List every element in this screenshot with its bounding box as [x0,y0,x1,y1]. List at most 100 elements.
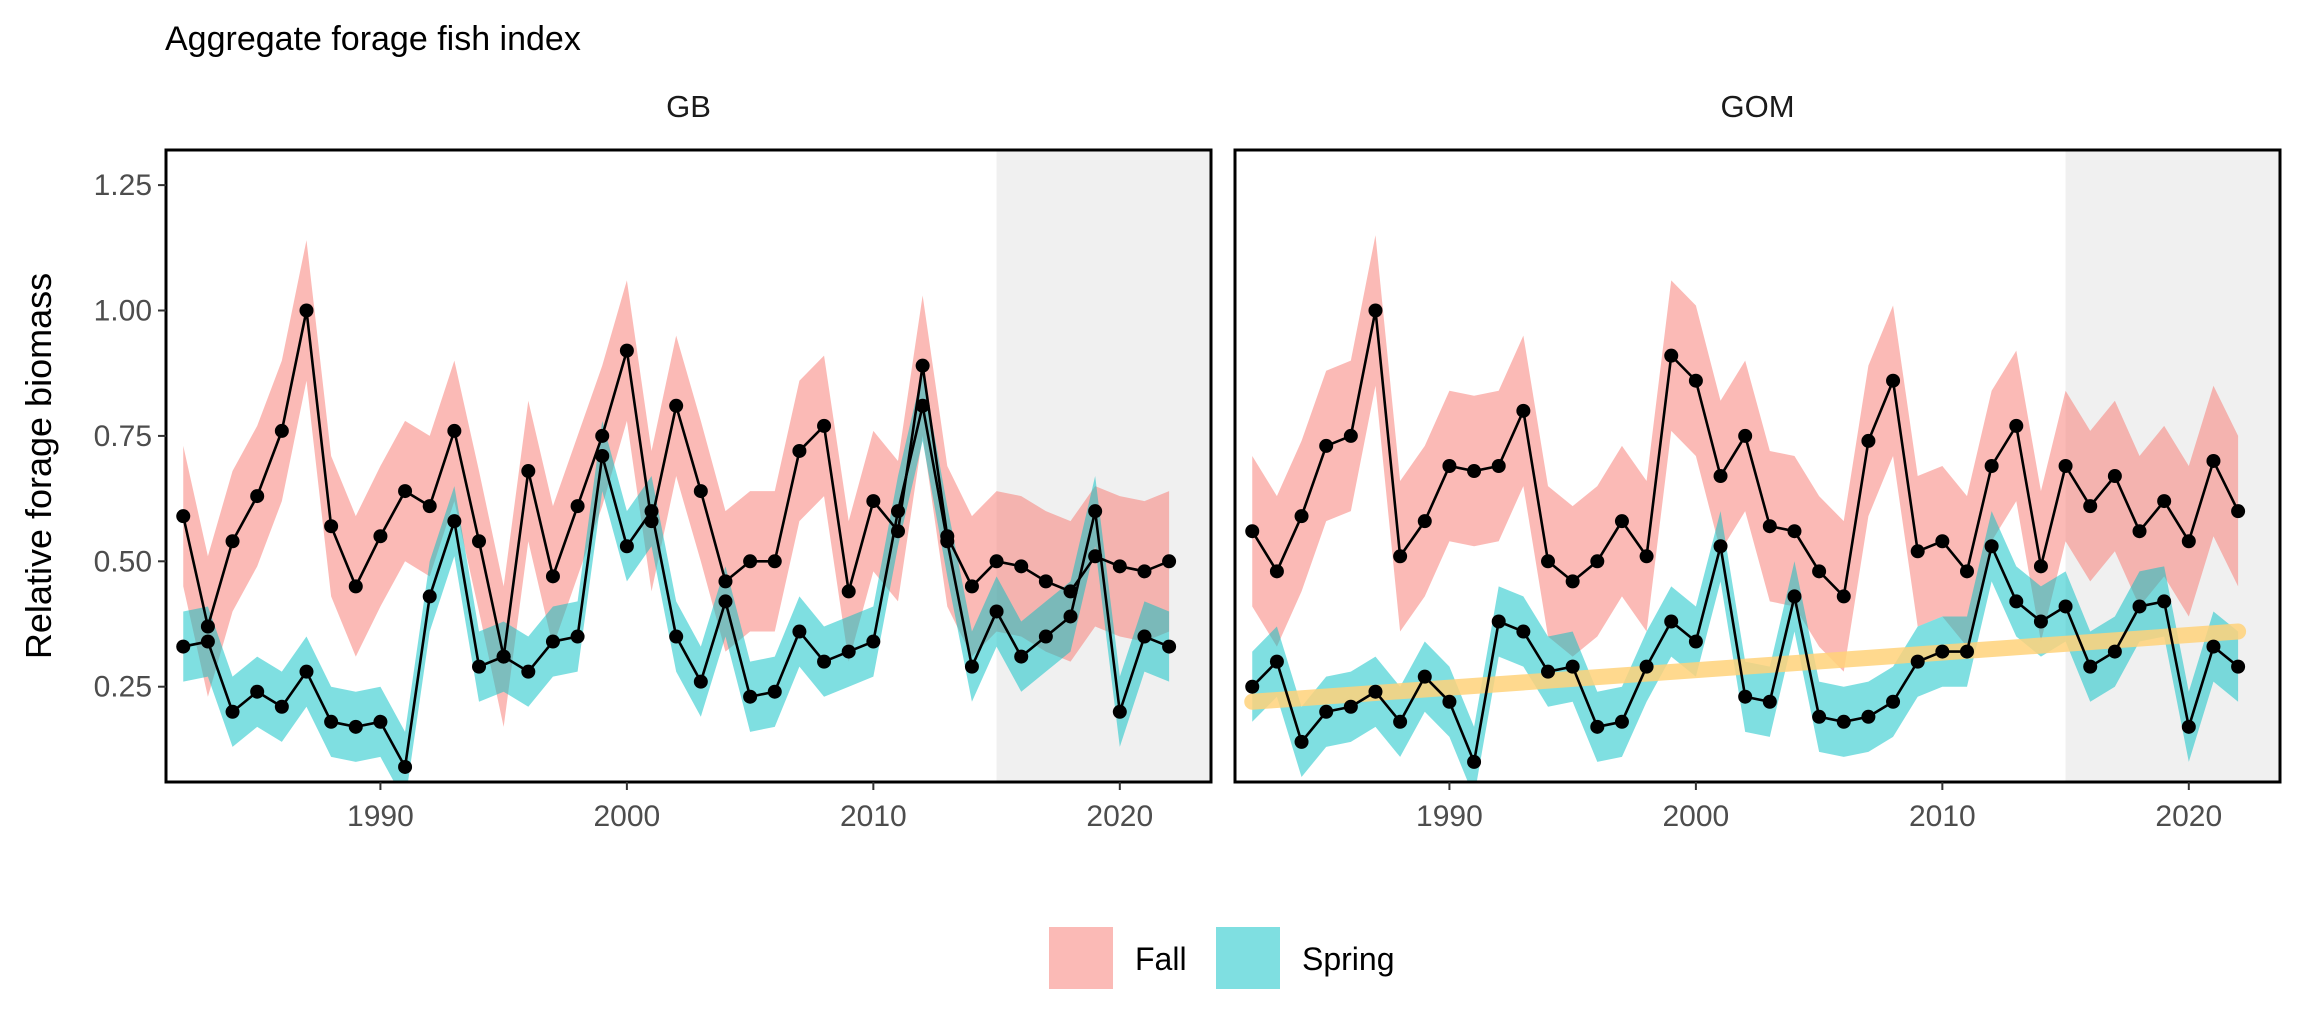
fall-data-point [1762,519,1777,534]
fall-data-point [1442,459,1457,473]
spring-data-point [1688,634,1703,649]
spring-data-point [1491,614,1506,629]
fall-data-point [1959,564,1974,579]
spring-data-point [570,629,585,644]
x-tick-label: 2000 [594,800,661,833]
fall-data-point [398,484,413,499]
spring-data-point [1935,644,1950,659]
fall-data-point [915,358,930,373]
x-tick-label: 2020 [1086,800,1153,833]
y-tick-label: 1.25 [94,169,152,202]
spring-data-point [1861,709,1876,724]
spring-data-point [1245,679,1260,694]
fall-data-point [619,343,634,358]
spring-data-point [274,699,289,714]
chart-title: Aggregate forage fish index [165,20,581,58]
fall-data-point [2107,469,2122,484]
fall-data-point [2157,494,2172,509]
fall-data-point [1713,469,1728,484]
fall-data-point [817,418,832,433]
spring-data-point [792,624,807,639]
spring-data-point [767,684,782,699]
spring-data-point [1614,714,1629,729]
fall-data-point [1565,574,1580,589]
fall-data-point [1162,554,1177,569]
spring-data-point [1787,589,1802,604]
spring-data-point [1088,504,1103,519]
spring-data-point [1014,649,1029,664]
spring-data-point [619,539,634,554]
spring-data-point [2157,594,2172,609]
spring-data-point [1162,639,1177,654]
x-tick-label: 2000 [1663,800,1730,833]
fall-data-point [1910,544,1925,559]
spring-data-point [841,644,856,659]
fall-data-point [693,484,708,499]
y-axis-title: Relative forage biomass [18,273,59,659]
spring-data-point [1417,669,1432,684]
spring-uncertainty-band [183,370,1170,782]
fall-data-point [348,579,363,594]
fall-data-point [1137,564,1152,579]
fall-data-point [472,534,487,549]
spring-data-point [644,504,659,519]
spring-data-point [545,634,560,649]
fall-data-point [1417,514,1432,529]
spring-data-point [1442,694,1457,709]
fall-data-point [1112,559,1127,574]
spring-data-point [2058,599,2073,614]
spring-data-point [1319,704,1334,719]
fall-data-point [1467,464,1482,479]
spring-data-point [1343,699,1358,714]
fall-data-point [225,534,240,549]
fall-data-point [1738,428,1753,443]
spring-data-point [2083,659,2098,674]
legend-key [1216,927,1280,989]
spring-data-point [1294,734,1309,749]
fall-data-point [274,423,289,438]
spring-data-point [2132,599,2147,614]
panel-strip-label: GB [666,89,711,124]
x-tick-label: 1990 [347,800,414,833]
fall-data-point [1393,549,1408,564]
spring-data-point [1516,624,1531,639]
legend-label: Fall [1135,941,1187,977]
spring-data-point [1063,609,1078,624]
panel-border [164,148,1213,784]
spring-data-point [989,604,1004,619]
fall-data-point [200,619,215,634]
fall-data-point [792,443,807,458]
spring-data-point [595,448,610,463]
fall-data-point [1984,459,1999,473]
spring-data-point [1368,684,1383,699]
spring-data-point [1812,709,1827,724]
spring-data-point [718,594,733,609]
panel-gom: GOM 1990 2000 2010 2020 [1233,89,2282,833]
fall-data-point [2231,504,2246,519]
y-tick-label: 0.25 [94,671,152,704]
panel-strip-label: GOM [1720,89,1794,124]
fall-data-point [324,519,339,534]
fall-data-point [1491,459,1506,473]
fall-uncertainty-band [1252,235,2239,672]
panels: GB 1990 2000 2010 2020 0.25 0.50 0.75 1.00 1.25 GO… [94,89,2282,833]
fall-data-point [1319,438,1334,453]
spring-data-point [472,659,487,674]
fall-data-point [1861,433,1876,448]
legend-key [1049,927,1113,989]
spring-data-point [1541,664,1556,679]
spring-data-point [940,534,955,549]
fall-data-point [1245,524,1260,539]
fall-data-point [1343,428,1358,443]
fall-data-point [1787,524,1802,539]
spring-data-point [2107,644,2122,659]
spring-data-point [1038,629,1053,644]
spring-data-point [1467,754,1482,769]
spring-data-point [1565,659,1580,674]
spring-data-point [866,634,881,649]
fall-data-point [2083,499,2098,514]
spring-data-point [964,659,979,674]
spring-data-point [200,634,215,649]
y-tick-label: 0.50 [94,545,152,578]
fall-data-point [1886,373,1901,388]
